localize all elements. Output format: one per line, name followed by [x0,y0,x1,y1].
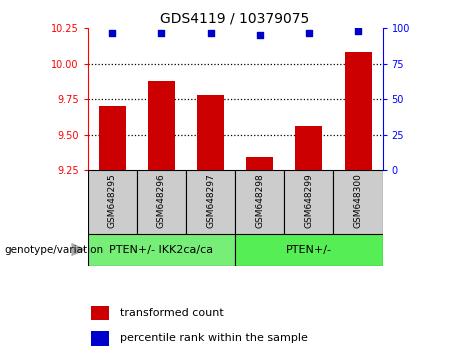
Polygon shape [71,243,86,256]
Point [207,30,214,35]
Bar [91,331,109,346]
Bar [344,52,372,170]
Bar [235,234,383,266]
Point [108,30,116,35]
Text: GSM648295: GSM648295 [108,173,117,228]
Text: GSM648297: GSM648297 [206,173,215,228]
Bar [197,95,224,170]
Text: PTEN+/- IKK2ca/ca: PTEN+/- IKK2ca/ca [109,245,213,255]
Text: transformed count: transformed count [120,308,224,318]
Bar [186,170,235,234]
Point [158,30,165,35]
Bar [246,157,273,170]
Text: genotype/variation: genotype/variation [5,245,104,255]
Bar [88,234,235,266]
Text: PTEN+/-: PTEN+/- [286,245,332,255]
Point [305,30,313,35]
Title: GDS4119 / 10379075: GDS4119 / 10379075 [160,12,310,26]
Bar [91,306,109,320]
Bar [137,170,186,234]
Point [256,33,263,38]
Bar [333,170,383,234]
Bar [148,81,175,170]
Text: percentile rank within the sample: percentile rank within the sample [120,333,308,343]
Bar [284,170,333,234]
Text: GSM648298: GSM648298 [255,173,264,228]
Bar [99,106,126,170]
Bar [235,170,284,234]
Bar [88,170,137,234]
Bar [296,126,322,170]
Point [355,28,362,34]
Text: GSM648299: GSM648299 [304,173,313,228]
Text: GSM648300: GSM648300 [354,173,362,228]
Text: GSM648296: GSM648296 [157,173,166,228]
